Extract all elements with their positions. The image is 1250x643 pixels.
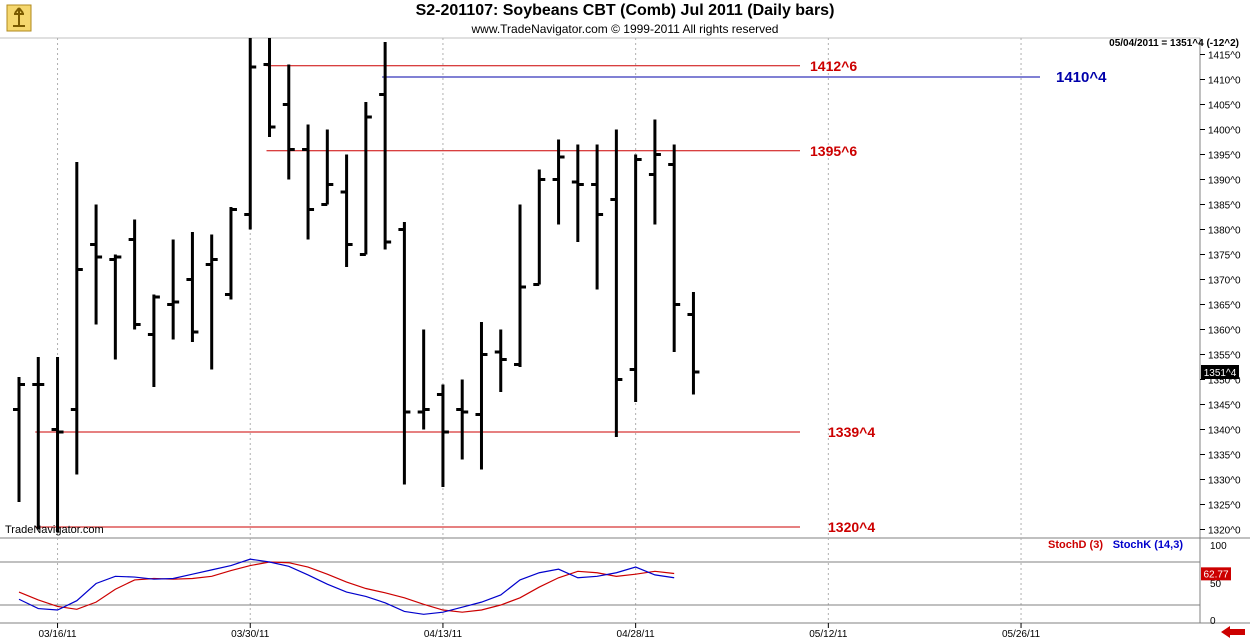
current-price-marker: 1351^4 — [1201, 365, 1239, 379]
ohlc-bar — [514, 204, 527, 367]
price-tick-label: 1325^0 — [1208, 501, 1241, 512]
quote-readout: 05/04/2011 = 1351^4 (-12^2) — [1109, 38, 1239, 49]
date-tick-label: 03/16/11 — [38, 629, 77, 640]
price-tick-label: 1385^0 — [1208, 201, 1241, 212]
stoch-axis-label: 50 — [1210, 579, 1222, 590]
copyright-subtitle: www.TradeNavigator.com © 1999-2011 All r… — [471, 22, 779, 36]
plot-frame — [0, 37, 1250, 624]
stochd-series-line — [18, 561, 675, 613]
chart-title: S2-201107: Soybeans CBT (Comb) Jul 2011 … — [415, 2, 835, 19]
ohlc-bar — [70, 162, 83, 475]
ohlc-bar — [456, 379, 469, 460]
price-tick-label: 1405^0 — [1208, 101, 1241, 112]
date-tick-label: 05/12/11 — [809, 629, 848, 640]
level-label: 1320^4 — [828, 519, 875, 535]
price-tick-label: 1370^0 — [1208, 276, 1241, 287]
price-tick-label: 1330^0 — [1208, 476, 1241, 487]
price-axis: 1415^0 1410^0 1405^0 1400^0 1395^0 1390^0 1385… — [1200, 51, 1241, 537]
price-tick-label: 1410^0 — [1208, 76, 1241, 87]
price-tick-label: 1345^0 — [1208, 401, 1241, 412]
stoch-axis-label: 100 — [1210, 541, 1227, 552]
stochk-legend: StochK (14,3) — [1113, 539, 1184, 551]
ohlc-bar — [379, 42, 392, 250]
watermark-text: TradeNavigator.com — [5, 524, 104, 536]
ohlc-bar — [302, 124, 315, 240]
ohlc-bar — [571, 144, 584, 242]
level-label: 1395^6 — [810, 143, 857, 159]
ohlc-bar — [32, 357, 45, 530]
ohlc-bar — [533, 169, 546, 286]
ohlc-bar — [610, 129, 623, 437]
ohlc-bars — [13, 38, 700, 532]
ohlc-bar — [629, 154, 642, 402]
ohlc-bar — [167, 239, 180, 340]
ohlc-bar — [128, 219, 141, 330]
level-label: 1410^4 — [1056, 69, 1107, 86]
level-label: 1339^4 — [828, 424, 875, 440]
date-tick-label: 04/28/11 — [617, 629, 656, 640]
stoch-axis-label: 0 — [1210, 616, 1216, 627]
ohlc-bar — [591, 144, 604, 290]
price-tick-label: 1340^0 — [1208, 426, 1241, 437]
ohlc-bar — [263, 38, 276, 137]
date-tick-label: 04/13/11 — [424, 629, 463, 640]
date-axis: 03/16/11 03/30/11 04/13/11 04/28/11 05/12/11… — [38, 623, 1041, 640]
ohlc-bar — [475, 322, 488, 470]
price-tick-label: 1335^0 — [1208, 451, 1241, 462]
price-tick-label: 1400^0 — [1208, 126, 1241, 137]
price-tick-label: 1320^0 — [1208, 526, 1241, 537]
price-tick-label: 1355^0 — [1208, 351, 1241, 362]
ohlc-bar — [417, 329, 430, 430]
ohlc-bar — [147, 294, 160, 387]
price-tick-label: 1390^0 — [1208, 176, 1241, 187]
price-tick-label: 1395^0 — [1208, 151, 1241, 162]
price-tick-label: 1415^0 — [1208, 51, 1241, 62]
ohlc-bar — [494, 329, 507, 392]
ohlc-bar — [205, 234, 218, 370]
ohlc-bar — [687, 292, 700, 395]
stoch-current-label: 62.77 — [1203, 569, 1228, 580]
ohlc-bar — [224, 207, 237, 300]
stochd-legend: StochD (3) — [1048, 539, 1103, 551]
date-tick-label: 05/26/11 — [1002, 629, 1041, 640]
ohlc-bar — [340, 154, 353, 267]
ohlc-bar — [668, 144, 681, 352]
ohlc-bar — [244, 38, 257, 230]
ohlc-bar — [109, 254, 122, 360]
stoch-current-marker: 62.77 — [1201, 567, 1231, 581]
date-tick-label: 03/30/11 — [231, 629, 270, 640]
stochastic-panel: 100 50 0 — [0, 541, 1227, 627]
ohlc-bar — [648, 119, 661, 225]
ohlc-bar — [90, 204, 103, 325]
ohlc-bar — [282, 64, 295, 180]
current-price-label: 1351^4 — [1204, 368, 1237, 379]
scroll-back-arrow-icon[interactable] — [1220, 625, 1246, 639]
ohlc-bar — [552, 139, 565, 225]
ohlc-bar — [436, 384, 449, 487]
price-tick-label: 1360^0 — [1208, 326, 1241, 337]
ohlc-bar — [321, 129, 334, 206]
ohlc-bar — [359, 102, 372, 256]
ohlc-bar — [186, 232, 199, 342]
price-tick-label: 1350^0 — [1208, 376, 1241, 387]
ohlc-bar — [13, 377, 25, 502]
price-tick-label: 1380^0 — [1208, 226, 1241, 237]
ohlc-bar — [398, 222, 411, 485]
price-tick-label: 1365^0 — [1208, 301, 1241, 312]
price-tick-label: 1375^0 — [1208, 251, 1241, 262]
ohlc-bar — [51, 357, 64, 532]
level-lines: 1412^6 1410^4 1395^6 1339^4 1320^4 — [35, 58, 1107, 535]
trade-navigator-logo-icon[interactable] — [6, 4, 32, 32]
level-label: 1412^6 — [810, 58, 857, 74]
stochk-series-line — [18, 558, 675, 615]
